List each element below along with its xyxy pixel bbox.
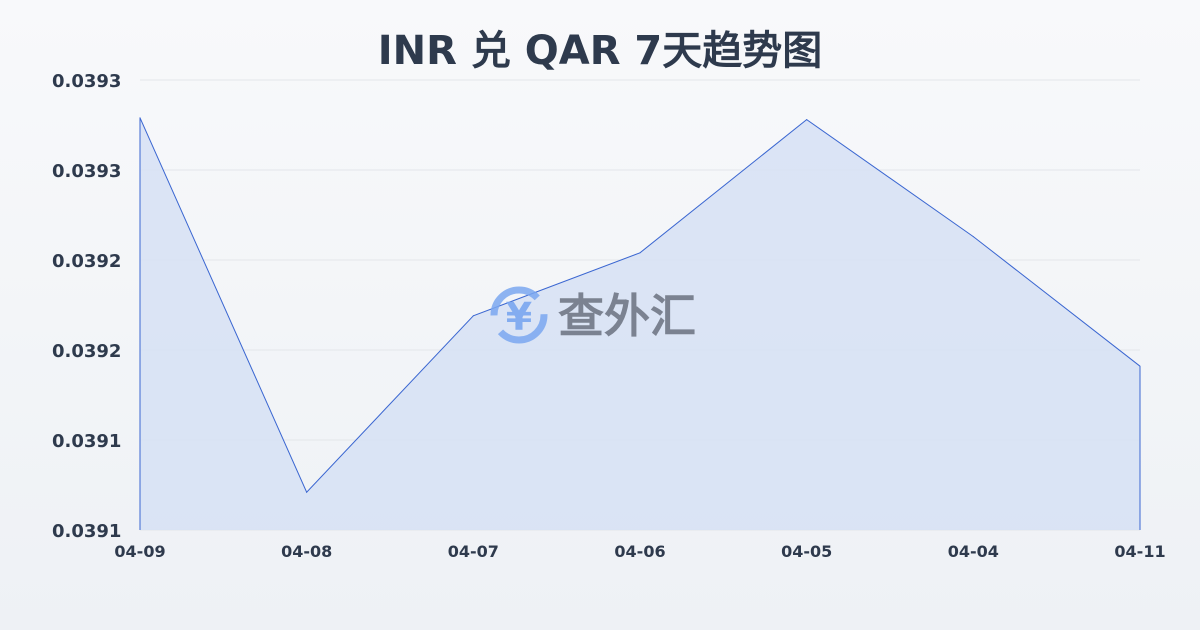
x-tick-label: 04-05 <box>781 542 832 561</box>
y-tick-label: 0.0392 <box>52 251 121 272</box>
data-point <box>972 236 974 238</box>
x-tick-label: 04-11 <box>1114 542 1165 561</box>
y-tick-label: 0.0393 <box>52 161 121 182</box>
y-tick-label: 0.0393 <box>52 71 121 92</box>
data-point <box>806 119 808 121</box>
y-tick-label: 0.0392 <box>52 341 121 362</box>
x-tick-label: 04-06 <box>614 542 665 561</box>
svg-text:¥: ¥ <box>506 295 532 339</box>
data-point <box>139 117 141 119</box>
data-point <box>639 252 641 254</box>
chart-title: INR 兑 QAR 7天趋势图 <box>377 28 823 74</box>
data-point <box>306 491 308 493</box>
y-tick-label: 0.0391 <box>52 521 121 542</box>
y-tick-label: 0.0391 <box>52 431 121 452</box>
watermark-text: 查外汇 <box>558 289 696 343</box>
x-tick-label: 04-04 <box>948 542 999 561</box>
x-tick-label: 04-07 <box>448 542 499 561</box>
x-tick-label: 04-08 <box>281 542 332 561</box>
data-point <box>1139 365 1141 367</box>
x-tick-label: 04-09 <box>114 542 165 561</box>
area-fill <box>140 117 1140 531</box>
watermark: ¥ 查外汇 <box>490 286 696 344</box>
yen-exchange-icon: ¥ <box>490 286 548 344</box>
data-point <box>472 315 474 317</box>
